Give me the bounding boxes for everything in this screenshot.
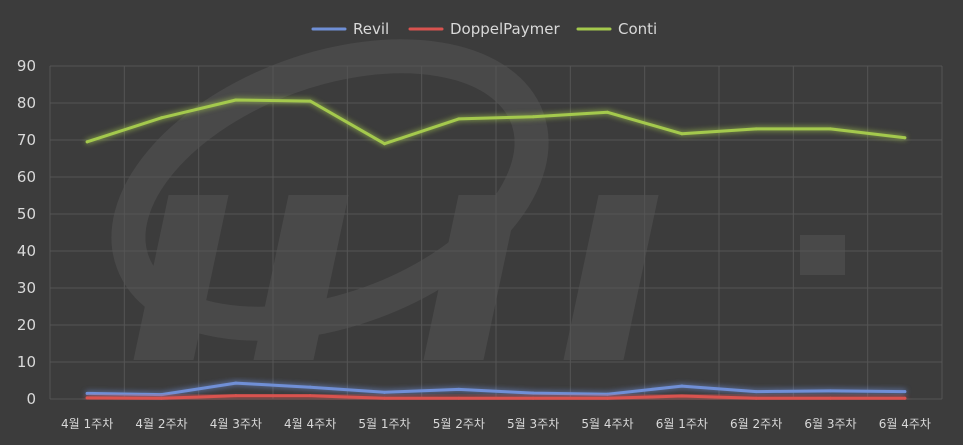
data-point-conti: [829, 127, 832, 131]
legend-label-conti: Conti: [618, 20, 657, 38]
data-point-revil: [160, 393, 163, 397]
data-point-revil: [308, 385, 312, 389]
x-tick-label: 6월 3주차: [804, 417, 856, 431]
data-point-revil: [234, 381, 238, 385]
data-point-doppelpaymer: [754, 396, 758, 400]
data-point-conti: [234, 98, 238, 102]
data-point-revil: [680, 384, 684, 388]
data-point-conti: [606, 110, 609, 114]
data-point-conti: [754, 127, 758, 131]
x-tick-label: 4월 4주차: [284, 417, 336, 431]
x-axis: 4월 1주차 4월 2주차 4월 3주차 4월 4주차 5월 1주차 5월 2주차 5월 3…: [61, 417, 931, 431]
series-line-revil: [85, 381, 907, 397]
data-point-conti: [308, 99, 312, 103]
series-line-conti: [85, 98, 907, 146]
legend: Revil DoppelPaymer Conti: [311, 20, 657, 38]
data-point-conti: [85, 140, 89, 144]
watermark-logo: [111, 39, 845, 360]
x-tick-label: 5월 2주차: [433, 417, 485, 431]
data-point-revil: [829, 389, 832, 393]
series-line-doppelpaymer: [85, 394, 907, 400]
legend-label-revil: Revil: [353, 20, 389, 38]
x-tick-label: 6월 2주차: [730, 417, 782, 431]
x-tick-label: 5월 4주차: [581, 417, 633, 431]
data-point-conti: [903, 136, 907, 140]
data-point-doppelpaymer: [85, 396, 89, 400]
y-tick-label: 10: [17, 353, 36, 371]
series-layer: [85, 98, 907, 400]
x-tick-label: 5월 1주차: [358, 417, 410, 431]
data-point-revil: [383, 390, 386, 394]
y-tick-label: 20: [17, 316, 36, 334]
data-point-conti: [457, 117, 461, 121]
data-point-revil: [606, 392, 609, 396]
data-point-revil: [457, 387, 461, 391]
data-point-doppelpaymer: [308, 394, 312, 398]
data-point-conti: [160, 116, 163, 120]
data-point-revil: [754, 390, 758, 394]
data-point-doppelpaymer: [606, 396, 609, 400]
x-tick-label: 6월 1주차: [656, 417, 708, 431]
y-tick-label: 30: [17, 279, 36, 297]
data-point-conti: [680, 132, 684, 136]
y-tick-label: 60: [17, 168, 36, 186]
data-point-doppelpaymer: [160, 396, 163, 400]
y-tick-label: 70: [17, 131, 36, 149]
data-point-doppelpaymer: [531, 396, 535, 400]
data-point-revil: [85, 391, 89, 395]
data-point-doppelpaymer: [829, 396, 832, 400]
x-tick-label: 6월 4주차: [879, 417, 931, 431]
x-tick-label: 4월 3주차: [210, 417, 262, 431]
x-tick-label: 5월 3주차: [507, 417, 559, 431]
y-tick-label: 80: [17, 94, 36, 112]
y-tick-label: 0: [26, 390, 36, 408]
data-point-revil: [531, 391, 535, 395]
data-point-doppelpaymer: [680, 394, 684, 398]
data-point-doppelpaymer: [383, 396, 386, 400]
y-tick-label: 90: [17, 57, 36, 75]
y-tick-label: 40: [17, 242, 36, 260]
data-point-doppelpaymer: [457, 396, 461, 400]
data-point-doppelpaymer: [234, 394, 238, 398]
y-tick-label: 50: [17, 205, 36, 223]
x-tick-label: 4월 1주차: [61, 417, 113, 431]
data-point-conti: [531, 115, 535, 119]
data-point-revil: [903, 390, 907, 394]
data-point-doppelpaymer: [903, 396, 907, 400]
data-point-conti: [383, 142, 386, 146]
legend-label-doppelpaymer: DoppelPaymer: [450, 20, 560, 38]
y-axis: 0 10 20 30 40 50 60 70 80 90: [17, 57, 36, 408]
x-tick-label: 4월 2주차: [135, 417, 187, 431]
